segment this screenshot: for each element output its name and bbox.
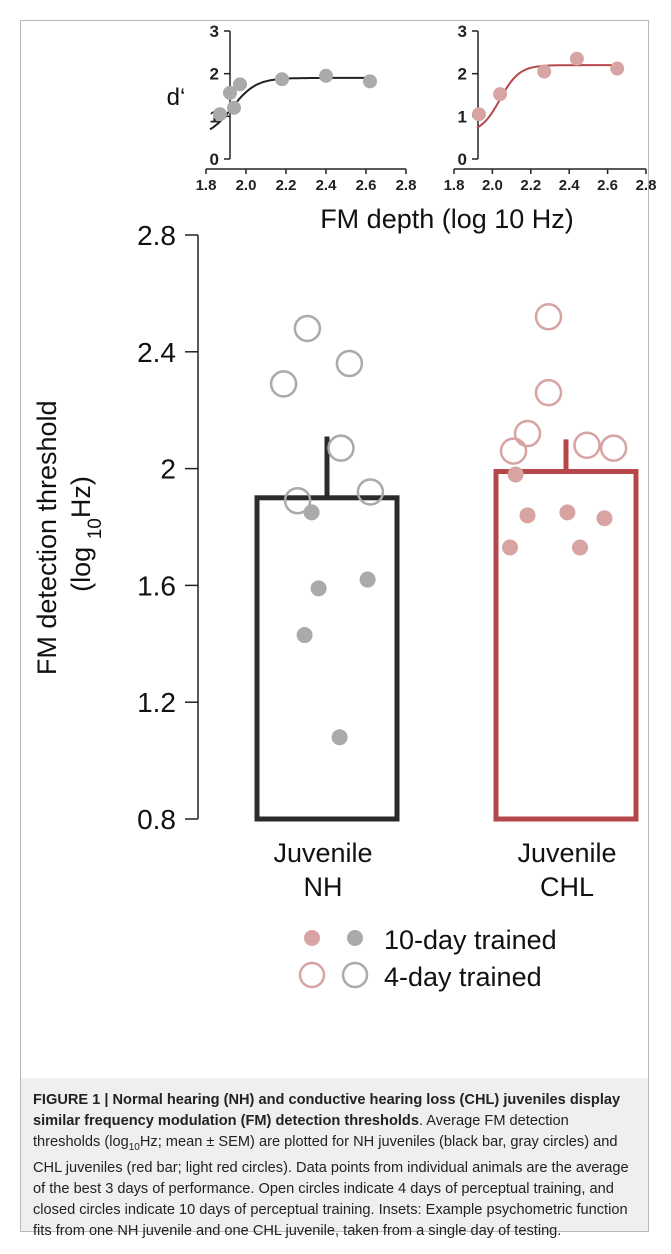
inset-nh-point [319,68,333,83]
legend-open-chl-marker [298,961,326,989]
point-nh-filled [296,627,313,644]
figure-chart: 0 1 2 3 1.8 2.0 2.2 2.4 2.6 2.8 d‘ 0 1 2 3 1.8 2.0 2.2 2… [32,22,657,992]
inset-chl-point [471,107,486,122]
inset-chl-axes: 0 1 2 3 1.8 2.0 2.2 2.4 2.6 2.8 [444,22,657,194]
inset-nh-x-tick-label: 2.4 [316,177,338,194]
point-nh-filled [310,580,327,597]
main-y-tick-label: 2 [160,454,176,485]
main-bar-plot: 0.8 1.2 1.6 2 2.4 2.8 FM detection threshold … [32,220,639,902]
inset-chl-y-tick-label: 2 [458,65,467,84]
point-nh-filled [331,729,348,746]
main-y-tick-label: 2.8 [137,220,176,251]
inset-chl-point [610,61,625,76]
point-nh-filled [359,571,376,588]
point-chl-filled [507,466,524,483]
inset-nh-point [213,107,227,122]
inset-nh-y-tick-label: 0 [210,150,219,169]
category-chl-line1: Juvenile [517,838,616,868]
main-ylabel-line2-pre: (log [66,539,96,592]
inset-nh-y-tick-label: 3 [210,22,219,41]
inset-chl-point [569,51,584,66]
inset-nh-ylabel: d‘ [167,84,186,111]
inset-chl-x-tick-label: 2.6 [597,177,618,194]
inset-chl-y-tick-label: 1 [458,107,467,126]
point-chl-open [534,378,563,407]
point-chl-filled [519,507,536,524]
point-chl-filled [572,539,588,556]
inset-nh-x-tick-label: 2.6 [356,177,377,194]
inset-nh-point [223,85,237,100]
main-y-tick-label: 2.4 [137,337,176,368]
legend-filled-nh-marker [347,930,363,946]
main-ylabel-line2-post: Hz) [66,476,96,518]
point-chl-open [513,419,542,448]
legend-filled-chl-marker [304,930,320,946]
inset-chl-x-tick-label: 2.8 [636,177,657,194]
inset-nh-point [233,77,247,92]
point-nh-open [335,349,364,378]
legend-label-4day: 4-day trained [384,962,542,992]
point-nh-open [269,370,298,398]
inset-nh-x-tick-label: 2.0 [236,177,257,194]
legend-label-10day: 10-day trained [384,925,557,955]
main-points [269,303,628,746]
inset-chl-x-tick-label: 2.0 [482,177,503,194]
point-chl-filled [502,539,518,556]
main-bars [254,436,639,822]
inset-nh-point [363,74,377,89]
category-nh-line1: Juvenile [273,838,372,868]
inset-chl-y-tick-label: 3 [458,22,467,41]
point-chl-filled [559,504,576,521]
category-chl-line2: CHL [540,872,594,902]
inset-nh-point [275,72,289,87]
bar-chl [493,469,639,822]
point-nh-open [283,486,312,515]
inset-xlabel: FM depth (log 10 Hz) [320,204,574,234]
inset-chl-x-tick-label: 2.2 [520,177,541,194]
bar-nh [254,495,400,822]
inset-nh-point [227,100,241,115]
legend: 10-day trained 4-day trained [298,925,557,992]
point-nh-open [293,314,322,343]
inset-chl-point [537,64,552,79]
main-y-tick-label: 0.8 [137,804,176,835]
point-chl-open [599,434,628,462]
inset-chl-point [493,87,508,102]
caption-text-2: Hz; mean ± SEM) are plotted for NH juven… [33,1134,629,1239]
inset-nh-x-tick-label: 2.8 [396,177,417,194]
figure-frame [20,20,649,1232]
main-ylabel-line2-sub: 10 [85,518,106,539]
caption-text-1: . Average FM detection thresholds (log [33,1113,569,1150]
inset-nh-x-tick-label: 1.8 [196,177,217,194]
main-axes: 0.8 1.2 1.6 2 2.4 2.8 [137,220,199,835]
inset-nh-x-tick-label: 2.2 [276,177,297,194]
main-ylabel: FM detection threshold (log 10Hz) [32,393,106,675]
point-nh-open [356,478,385,506]
inset-nh-points [213,68,377,122]
main-y-tick-label: 1.2 [137,687,176,718]
category-nh-line2: NH [304,872,343,902]
inset-chl-y-tick-label: 0 [458,150,467,169]
point-chl-open [573,431,601,459]
legend-open-nh-marker [341,961,369,989]
caption-title: FIGURE 1 | Normal hearing (NH) and condu… [33,1092,621,1129]
main-ylabel-line1: FM detection threshold [32,400,62,675]
inset-nh-y-tick-label: 2 [210,65,219,84]
inset-chl-plot: 0 1 2 3 1.8 2.0 2.2 2.4 2.6 2.8 [444,22,657,194]
inset-chl-points [471,51,625,122]
caption-text-sub: 10 [128,1141,140,1153]
point-chl-open [499,437,528,465]
main-y-tick-label: 1.6 [137,570,176,601]
point-nh-filled [303,504,320,521]
inset-chl-x-tick-label: 2.4 [559,177,581,194]
inset-chl-x-tick-label: 1.8 [444,177,465,194]
point-nh-open [327,434,355,462]
point-chl-filled [596,510,613,527]
figure-caption: FIGURE 1 | Normal hearing (NH) and condu… [21,1078,648,1239]
point-chl-open [534,303,563,331]
